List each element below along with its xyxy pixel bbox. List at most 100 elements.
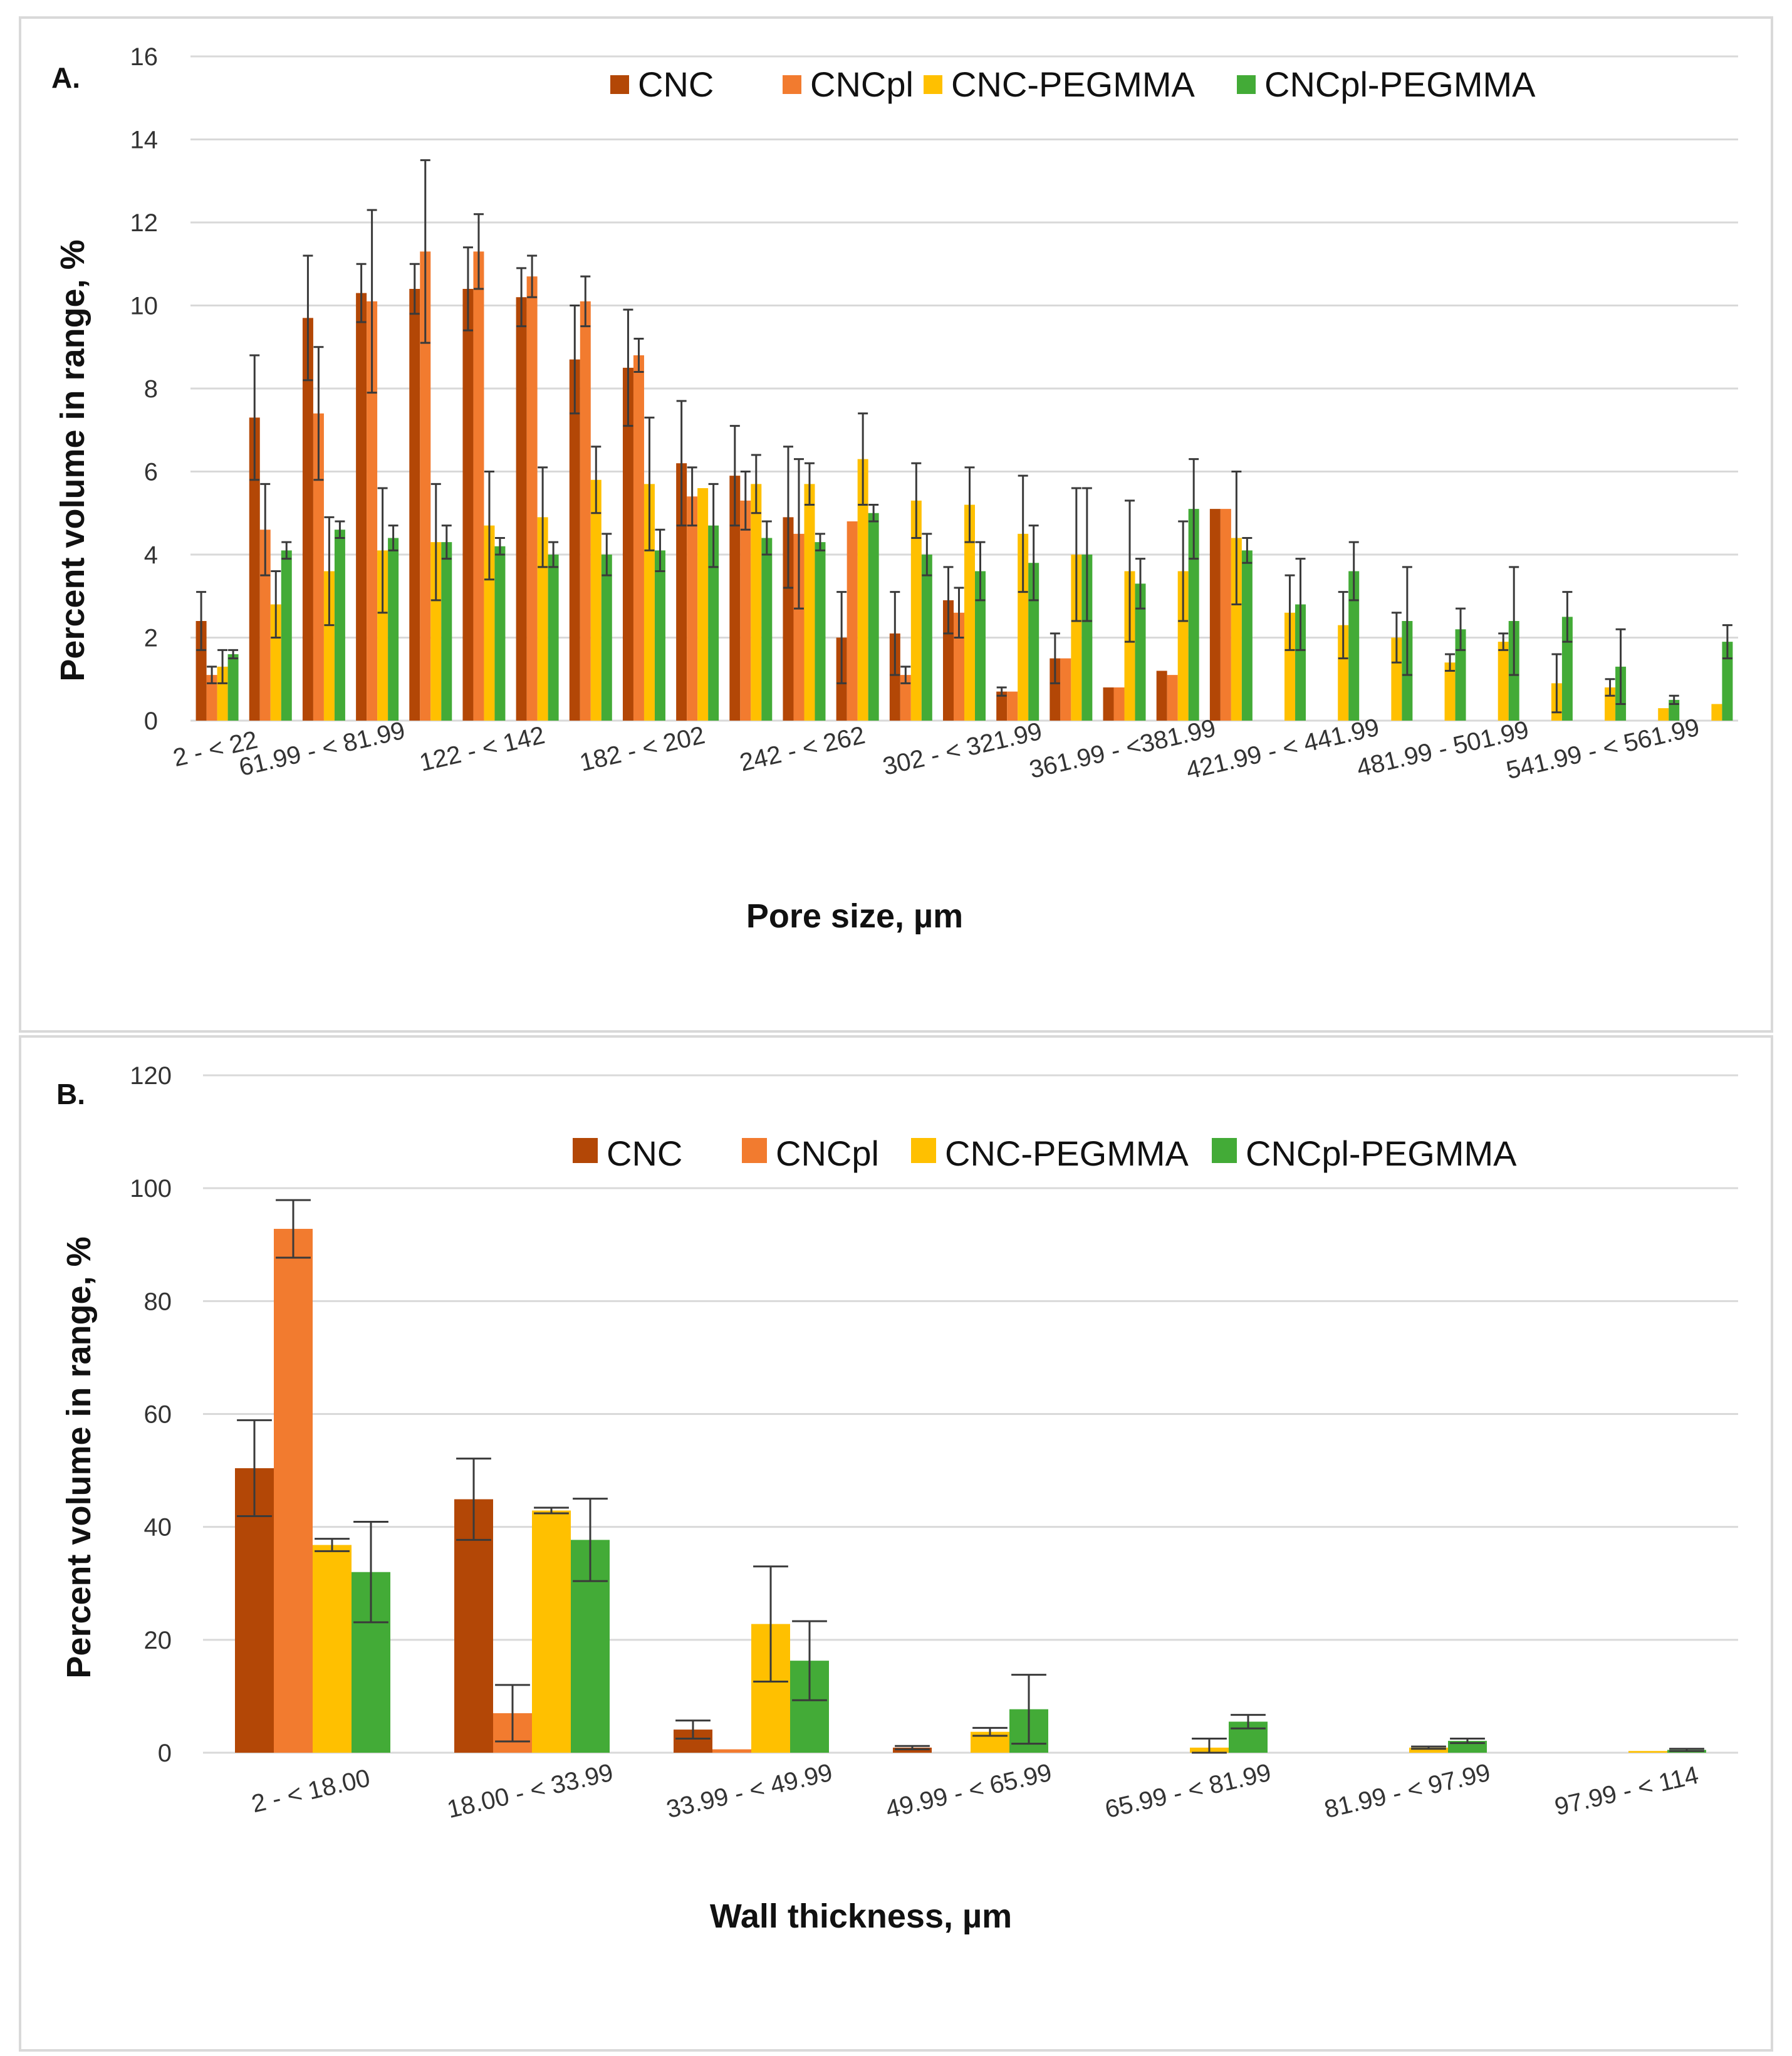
x-tick-label: 242 - < 262 (737, 721, 867, 777)
legend-label-cnc: CNC (638, 65, 714, 104)
bar-cnc (462, 289, 474, 721)
legend-swatch-cnc-pegmma (924, 75, 942, 94)
error-bar-cnc (1050, 632, 1060, 684)
error-bar-cncpl (260, 483, 271, 577)
legend-label-cncpl-pegmma: CNCpl-PEGMMA (1264, 65, 1536, 104)
error-bar-cncpl-pegmma (1011, 1674, 1046, 1745)
error-bar-cnc-pegmma (315, 1538, 350, 1552)
error-bar-cncpl (793, 458, 804, 610)
bar-cncpl (1113, 687, 1125, 721)
error-bar-cncpl-pegmma (1402, 566, 1412, 676)
error-bar-cncpl-pegmma (761, 520, 772, 556)
error-bar-cnc-pegmma (751, 454, 761, 514)
error-bar-cncpl (495, 1684, 530, 1743)
bar-cnc (409, 289, 420, 721)
error-bar-cncpl-pegmma (494, 537, 505, 556)
bar-cncpl-pegmma (601, 555, 612, 721)
bar-cncpl (1167, 675, 1178, 721)
bar-cnc-pegmma (1711, 704, 1722, 721)
legend-label-cncpl-pegmma: CNCpl-PEGMMA (1246, 1134, 1517, 1173)
error-bar-cncpl-pegmma (1242, 537, 1253, 564)
bar-cncpl-pegmma (708, 525, 719, 721)
bar-cncpl-pegmma (334, 530, 345, 721)
error-bar-cnc (456, 1458, 491, 1541)
x-tick-label: 122 - < 142 (417, 721, 547, 777)
error-bar-cncpl-pegmma (1081, 487, 1092, 622)
bar-cnc-pegmma (1498, 642, 1509, 721)
bar-cncpl (259, 530, 271, 721)
error-bar-cnc-pegmma (1605, 678, 1615, 697)
x-tick-label: 302 - < 321.99 (880, 718, 1044, 781)
bar-cnc-pegmma (217, 666, 228, 721)
legend-label-cnc: CNC (607, 1134, 682, 1173)
bar-cnc (249, 417, 260, 721)
error-bar-cnc (783, 446, 793, 589)
error-bar-cnc (356, 263, 367, 323)
error-bar-cnc (836, 591, 847, 684)
error-bar-cnc (675, 1719, 711, 1740)
bar-cnc (516, 297, 527, 721)
bar-cnc-pegmma (751, 484, 762, 721)
error-bar-cncpl (633, 338, 644, 373)
bar-cnc-pegmma (1231, 538, 1242, 721)
error-bar-cnc-pegmma (972, 1726, 1008, 1737)
bar-cncpl-pegmma (761, 538, 773, 721)
error-bar-cnc-pegmma (484, 471, 494, 581)
bar-cnc (569, 359, 580, 721)
y-tick-label: 0 (158, 1740, 172, 1767)
y-axis-title: Percent volume in range, % (54, 239, 91, 681)
bar-cncpl (274, 1229, 313, 1753)
error-bars (196, 159, 1732, 714)
bar-cnc-pegmma (323, 571, 335, 721)
error-bar-cncpl-pegmma (792, 1620, 827, 1701)
x-tick-label: 2 - < 18.00 (249, 1764, 372, 1818)
bar-cnc-pegmma (313, 1545, 352, 1753)
error-bar-cncpl-pegmma (1231, 1714, 1266, 1730)
bar-cnc-pegmma (804, 484, 815, 721)
bar-cncpl-pegmma (1669, 699, 1680, 721)
error-bar-cnc-pegmma (964, 466, 975, 543)
bar-cnc (302, 318, 313, 721)
error-bar-cncpl (207, 665, 217, 684)
bar-cnc (943, 600, 954, 721)
bar-cncpl-pegmma (1561, 617, 1573, 721)
bar-cncpl-pegmma (1241, 550, 1253, 721)
bar-cncpl-pegmma (1455, 629, 1466, 721)
legend-swatch-cnc (573, 1138, 598, 1163)
error-bar-cnc-pegmma (324, 516, 335, 627)
bar-cnc-pegmma (377, 550, 388, 721)
error-bar-cncpl-pegmma (1189, 458, 1199, 560)
error-bar-cncpl (900, 665, 911, 684)
bar-cncpl-pegmma (1081, 555, 1093, 721)
bar-cncpl (712, 1749, 751, 1753)
error-bar-cncpl-pegmma (441, 524, 452, 560)
error-bar-cnc-pegmma (644, 416, 655, 551)
bar-cncpl-pegmma (281, 550, 292, 721)
error-bar-cnc-pegmma (271, 570, 281, 639)
bar-cncpl-pegmma (548, 555, 559, 721)
y-tick-label: 80 (144, 1288, 172, 1315)
bar-cnc (1103, 687, 1114, 721)
bar-cnc (783, 517, 794, 721)
bar-cnc-pegmma (964, 504, 975, 721)
bar-cncpl-pegmma (868, 513, 879, 721)
bar-cnc-pegmma (270, 604, 281, 721)
error-bar-cncpl (740, 471, 751, 531)
error-bar-cncpl-pegmma (708, 483, 719, 568)
bar-cncpl (793, 533, 805, 721)
error-bar-cncpl (313, 346, 324, 481)
y-tick-label: 20 (144, 1627, 172, 1654)
bar-cncpl-pegmma (1722, 642, 1733, 721)
error-bar-cncpl (276, 1199, 311, 1259)
bar-cnc-pegmma (857, 459, 868, 721)
error-bar-cncpl (473, 213, 484, 290)
error-bar-cnc (409, 263, 420, 315)
error-bar-cnc (462, 246, 473, 331)
y-tick-label: 40 (144, 1514, 172, 1542)
error-bar-cnc-pegmma (753, 1565, 788, 1683)
error-bar-cncpl-pegmma (281, 541, 292, 560)
error-bar-cncpl-pegmma (1348, 541, 1359, 602)
x-tick-label: 481.99 - 501.99 (1354, 716, 1531, 782)
bar-cncpl-pegmma (921, 555, 932, 721)
error-bar-cncpl-pegmma (1295, 558, 1306, 651)
